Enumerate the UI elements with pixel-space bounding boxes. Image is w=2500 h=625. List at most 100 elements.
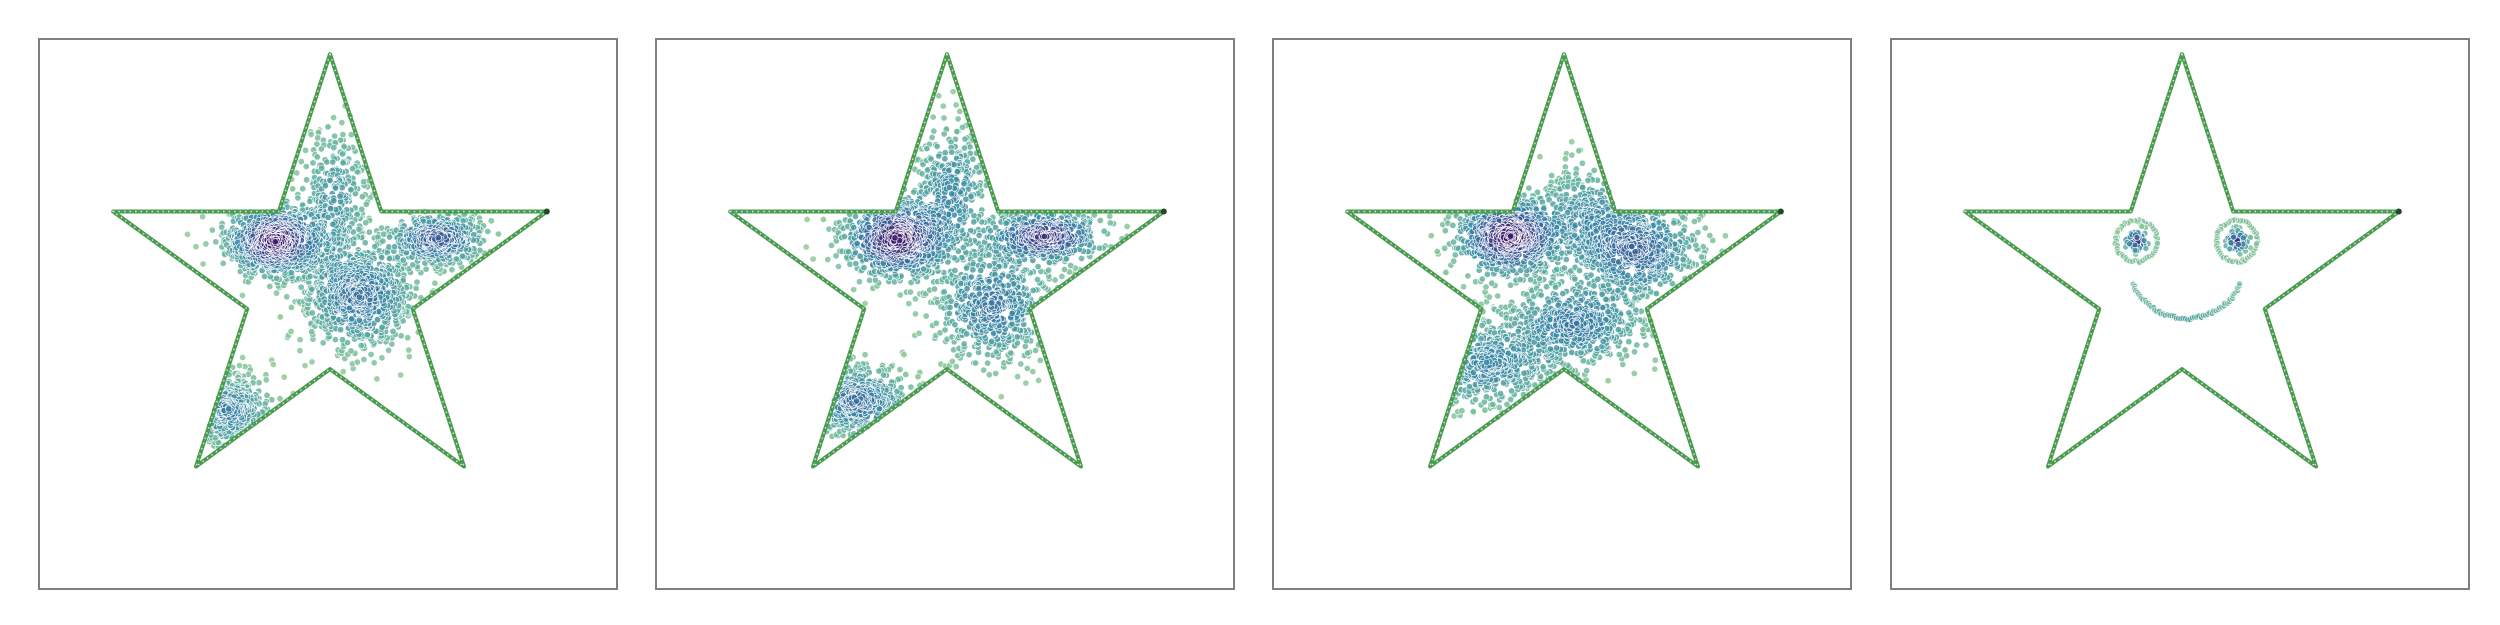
data-point [318,164,326,172]
data-point [487,217,495,225]
data-point [988,299,996,307]
data-point [296,336,304,344]
data-point [832,252,840,260]
data-point [912,310,920,318]
data-point [431,279,439,287]
data-point [850,286,858,294]
data-point [337,326,345,334]
data-point [985,251,993,259]
data-point [923,145,931,153]
data-point [802,243,810,251]
panel-2 [655,38,1235,590]
data-point [331,336,339,344]
data-point [930,127,938,135]
data-point [952,101,960,109]
data-point [1029,368,1037,376]
data-point [957,280,965,288]
data-point [963,330,971,338]
data-point [255,379,263,387]
data-point [1035,376,1043,384]
data-point [853,397,861,405]
data-point [819,216,827,224]
data-point [1095,244,1103,252]
data-point [388,340,396,348]
data-point [1034,263,1042,271]
data-point [303,176,311,184]
data-point [1045,266,1053,274]
data-point [280,373,288,381]
data-point [871,276,879,284]
data-point [293,169,301,177]
data-point [969,266,977,274]
data-point [911,295,919,303]
data-point [1058,273,1066,281]
data-point [202,240,210,248]
data-point [412,284,420,292]
data-point [958,123,966,131]
data-point [956,107,964,115]
data-point [331,184,339,192]
data-point [199,260,207,268]
data-point [1106,212,1114,220]
data-point [296,347,304,355]
data-point [896,291,904,299]
data-point [236,361,244,369]
data-point [313,140,321,148]
data-point [484,228,492,236]
data-point [308,309,316,317]
data-point [1032,346,1040,354]
data-point [940,288,948,296]
data-point [1106,219,1114,227]
data-point [308,328,316,336]
data-point [208,226,216,234]
data-point [977,266,985,274]
data-point [199,213,207,221]
data-point [949,88,957,96]
data-point [1100,227,1108,235]
data-point [378,254,386,262]
data-point [948,357,956,365]
data-point [960,340,968,348]
data-point [357,341,365,349]
data-point [301,362,309,370]
data-point [329,158,337,166]
data-point [397,332,405,340]
data-point [907,383,915,391]
data-point [309,159,317,167]
data-point [276,395,284,403]
data-point [946,303,954,311]
data-point [1023,364,1031,372]
data-point [1033,276,1041,284]
data-point [930,285,938,293]
data-point [861,299,869,307]
data-point [331,132,339,140]
data-point [939,102,947,110]
data-point [379,237,387,245]
data-point [338,336,346,344]
data-point [902,370,910,378]
data-point [963,285,971,293]
data-point [980,366,988,374]
data-point [1008,309,1016,317]
data-point [907,288,915,296]
data-point [355,225,363,233]
data-point [448,266,456,274]
data-point [336,192,344,200]
data-point [239,353,247,361]
data-point [289,185,297,193]
data-point [973,164,981,172]
data-point [952,363,960,371]
data-point [945,309,953,317]
data-point [409,261,417,269]
data-point [385,233,393,241]
data-point [944,198,952,206]
data-point [927,155,935,163]
data-point [362,200,370,208]
data-point [389,327,397,335]
data-point [326,177,334,185]
data-point [852,212,860,220]
data-point [1077,255,1085,263]
data-point [866,276,874,284]
data-point [953,128,961,136]
data-point [984,359,992,367]
